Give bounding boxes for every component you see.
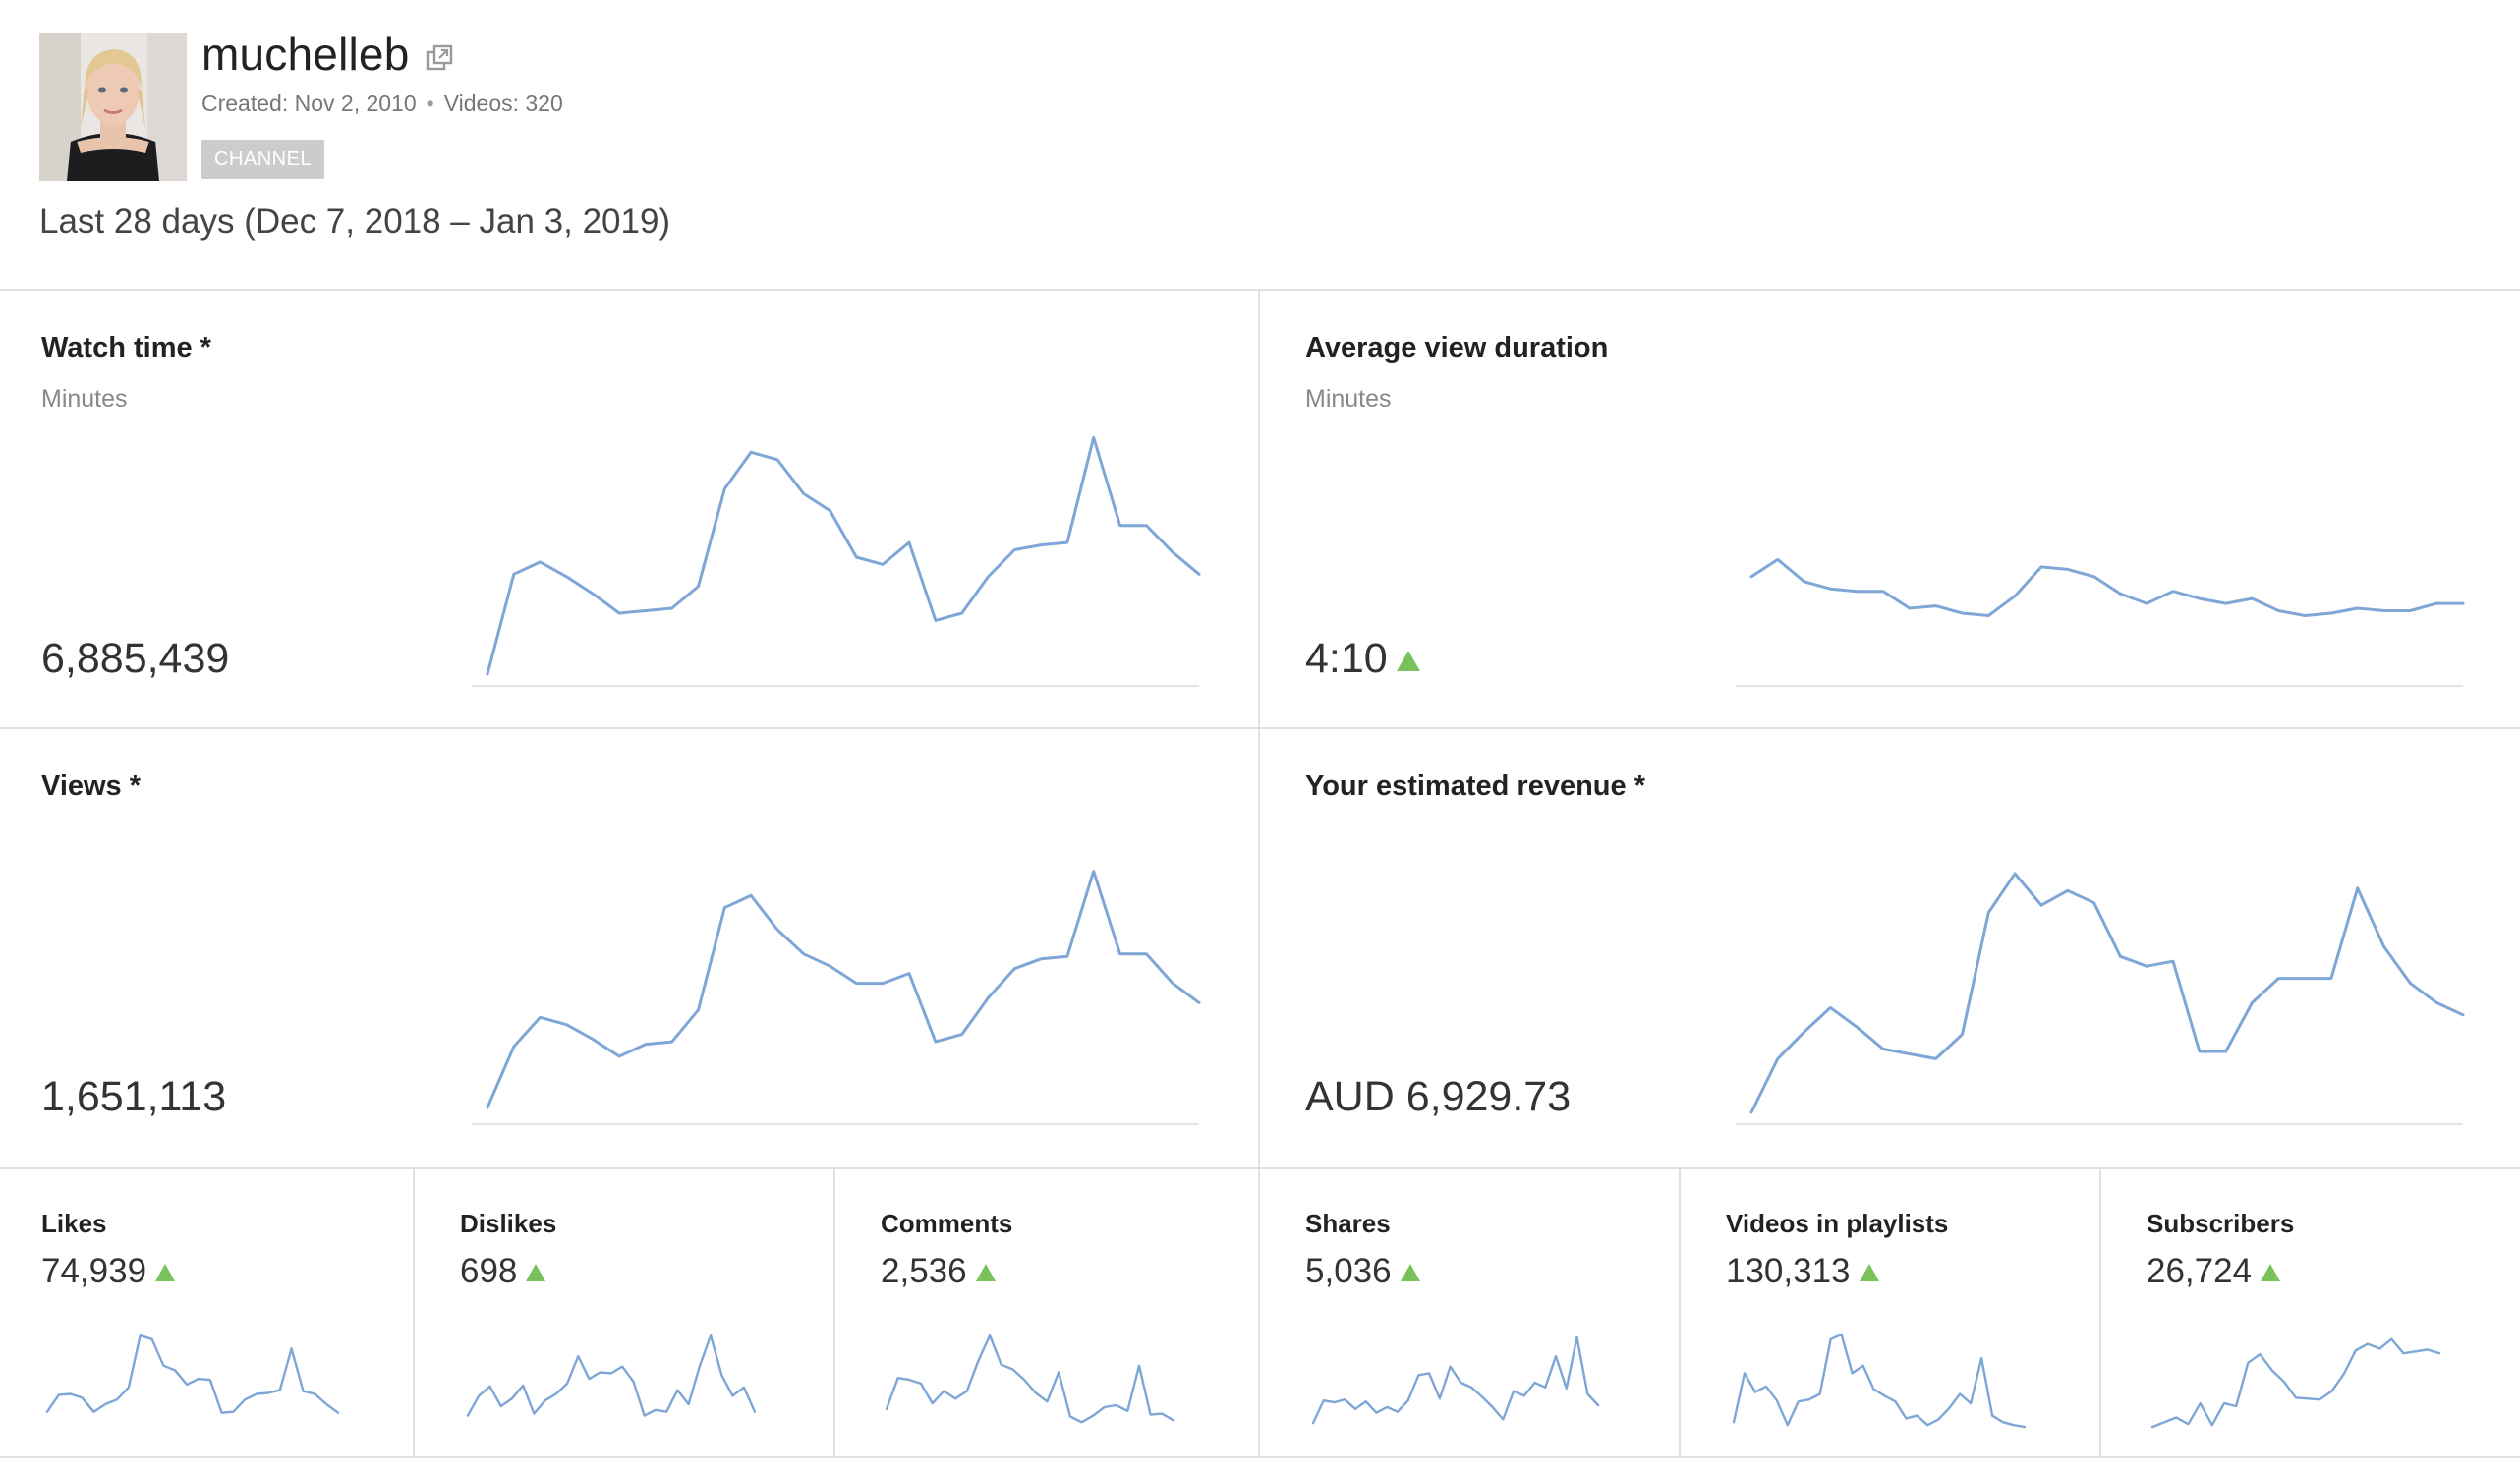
divider — [2099, 1167, 2101, 1458]
revenue-series-line — [1749, 872, 2465, 1114]
subscribers-number: 26,724 — [2147, 1252, 2253, 1290]
subscribers-series-line — [2150, 1337, 2441, 1429]
shares-series-line — [1311, 1335, 1600, 1425]
watch-time-sparkline — [472, 435, 1201, 687]
avatar[interactable] — [39, 33, 187, 181]
avg-view-duration-series-line — [1749, 557, 2465, 617]
dislikes-card[interactable]: Dislikes 698 — [460, 1171, 824, 1466]
divider — [0, 1167, 2520, 1169]
comments-card[interactable]: Comments 2,536 — [881, 1171, 1244, 1466]
comments-series-line — [885, 1334, 1175, 1424]
divider — [1679, 1167, 1681, 1458]
comments-sparkline — [885, 1334, 1175, 1424]
likes-card[interactable]: Likes 74,939 — [41, 1171, 405, 1466]
watch-time-value: 6,885,439 — [41, 635, 230, 682]
likes-sparkline — [45, 1334, 340, 1414]
channel-meta: Created: Nov 2, 2010 • Videos: 320 — [201, 90, 563, 117]
avatar-image — [39, 33, 187, 181]
avg-view-duration-title: Average view duration — [1305, 332, 1609, 364]
shares-title: Shares — [1305, 1209, 1391, 1238]
subscribers-card[interactable]: Subscribers 26,724 — [2147, 1171, 2510, 1466]
trend-up-icon — [1396, 651, 1420, 671]
divider — [0, 289, 2520, 291]
views-title: Views * — [41, 770, 142, 802]
divider — [1258, 289, 1260, 1458]
trend-up-icon — [1400, 1264, 1420, 1281]
likes-series-line — [45, 1334, 340, 1414]
videos-in-playlists-number: 130,313 — [1726, 1252, 1851, 1290]
trend-up-icon — [2261, 1264, 2281, 1281]
watch-time-title: Watch time * — [41, 332, 211, 364]
likes-number: 74,939 — [41, 1252, 147, 1290]
revenue-sparkline — [1736, 872, 2465, 1125]
dislikes-series-line — [466, 1334, 757, 1417]
comments-title: Comments — [881, 1209, 1013, 1238]
trend-up-icon — [975, 1264, 996, 1281]
avg-view-duration-sparkline — [1736, 557, 2465, 687]
watch-time-unit: Minutes — [41, 385, 128, 413]
subscribers-value: 26,724 — [2147, 1252, 2281, 1291]
revenue-card[interactable]: Your estimated revenue * AUD 6,929.73 — [1260, 729, 2520, 1167]
divider — [0, 727, 2520, 729]
divider — [413, 1167, 415, 1458]
comments-value: 2,536 — [881, 1252, 996, 1291]
avg-view-duration-value: 4:10 — [1305, 635, 1420, 683]
channel-badge: CHANNEL — [201, 140, 325, 179]
videos-in-playlists-series-line — [1732, 1333, 2027, 1429]
trend-up-icon — [1859, 1264, 1879, 1281]
external-link-icon[interactable] — [425, 43, 454, 73]
subscribers-sparkline — [2150, 1337, 2441, 1429]
shares-card[interactable]: Shares 5,036 — [1305, 1171, 1669, 1466]
shares-value: 5,036 — [1305, 1252, 1420, 1291]
videos-in-playlists-card[interactable]: Videos in playlists 130,313 — [1726, 1171, 2090, 1466]
created-date: Created: Nov 2, 2010 — [201, 90, 417, 116]
videos-in-playlists-sparkline — [1732, 1333, 2027, 1429]
subscribers-title: Subscribers — [2147, 1209, 2295, 1238]
dislikes-number: 698 — [460, 1252, 518, 1290]
videos-in-playlists-title: Videos in playlists — [1726, 1209, 1949, 1238]
videos-in-playlists-value: 130,313 — [1726, 1252, 1879, 1291]
avg-view-duration-unit: Minutes — [1305, 385, 1392, 413]
channel-header: muchelleb Created: Nov 2, 2010 • Videos: 3… — [0, 0, 2520, 291]
likes-value: 74,939 — [41, 1252, 176, 1291]
views-value: 1,651,113 — [41, 1073, 227, 1120]
trend-up-icon — [155, 1264, 176, 1281]
trend-up-icon — [526, 1264, 546, 1281]
comments-number: 2,536 — [881, 1252, 967, 1290]
divider — [833, 1167, 835, 1458]
shares-sparkline — [1311, 1335, 1600, 1425]
avg-view-duration-number: 4:10 — [1305, 635, 1388, 682]
revenue-title: Your estimated revenue * — [1305, 770, 1645, 802]
video-count: Videos: 320 — [443, 90, 563, 116]
channel-name[interactable]: muchelleb — [201, 28, 410, 80]
views-sparkline — [472, 870, 1201, 1125]
watch-time-series-line — [486, 435, 1201, 676]
likes-title: Likes — [41, 1209, 107, 1238]
dislikes-value: 698 — [460, 1252, 546, 1291]
watch-time-card[interactable]: Watch time * Minutes 6,885,439 — [0, 291, 1258, 727]
views-card[interactable]: Views * 1,651,113 — [0, 729, 1258, 1167]
views-series-line — [486, 870, 1201, 1109]
dislikes-title: Dislikes — [460, 1209, 557, 1238]
shares-number: 5,036 — [1305, 1252, 1392, 1290]
avg-view-duration-card[interactable]: Average view duration Minutes 4:10 — [1260, 291, 2520, 727]
dislikes-sparkline — [466, 1334, 757, 1417]
date-range-label: Last 28 days (Dec 7, 2018 – Jan 3, 2019) — [39, 202, 671, 241]
revenue-value: AUD 6,929.73 — [1305, 1073, 1572, 1120]
divider — [0, 1456, 2520, 1458]
meta-separator: • — [426, 90, 434, 116]
